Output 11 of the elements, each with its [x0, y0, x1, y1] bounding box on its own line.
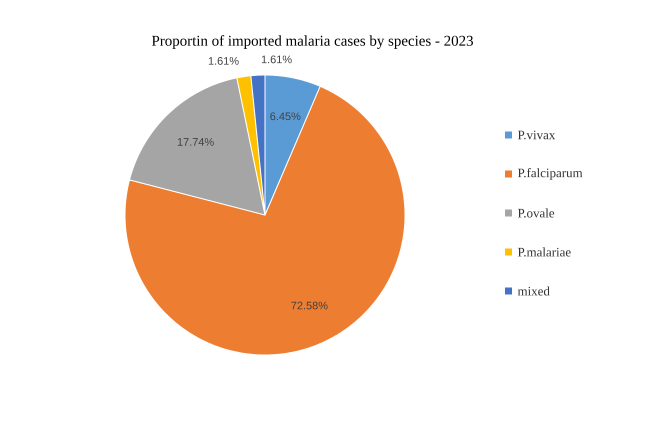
data-label: 17.74%: [178, 138, 214, 146]
chart-title: Proportin of imported malaria cases by species - 2023: [152, 35, 473, 49]
data-label: 1.61%: [208, 57, 239, 65]
legend-label: mixed: [518, 286, 550, 296]
data-label: 6.45%: [270, 112, 300, 120]
legend-label: P.malariae: [518, 247, 571, 257]
data-label: 1.61%: [262, 56, 292, 64]
legend-label: P.ovale: [518, 208, 554, 218]
legend-label: P.vivax: [518, 130, 556, 140]
data-label: 72.58%: [291, 302, 328, 310]
legend-label: P.falciparum: [518, 168, 582, 180]
